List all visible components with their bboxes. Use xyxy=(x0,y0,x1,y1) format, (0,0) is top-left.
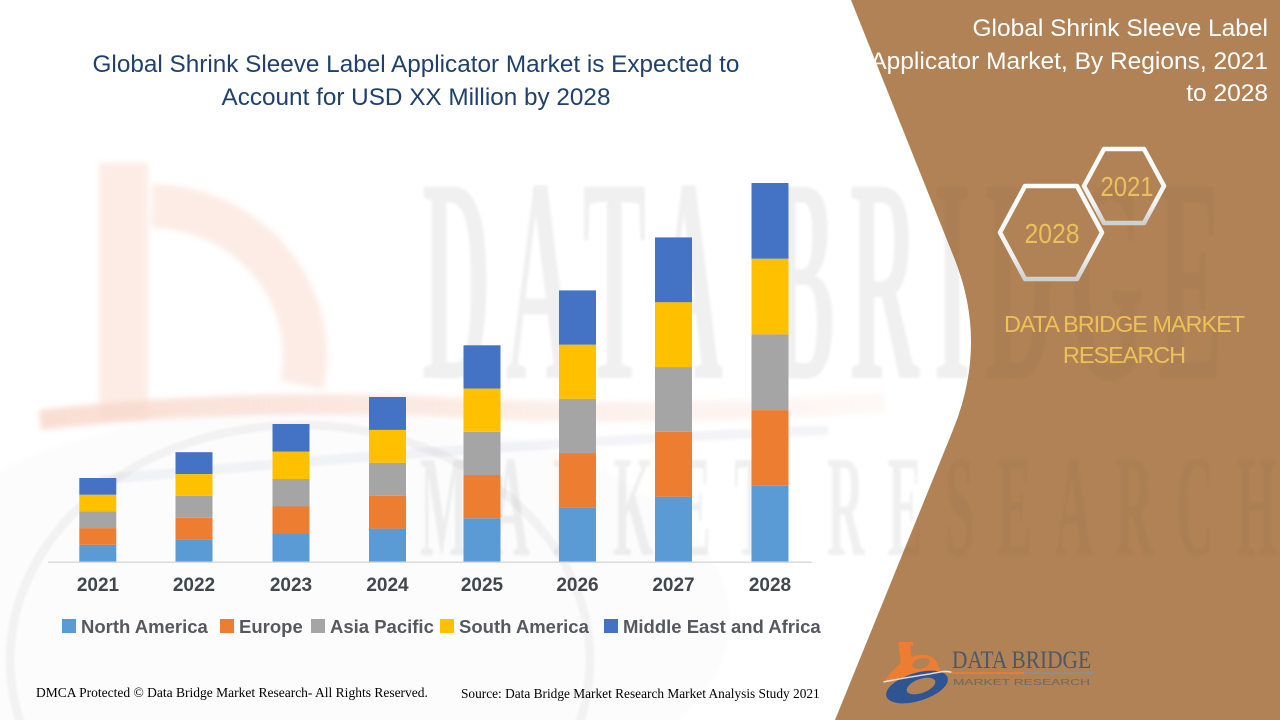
svg-text:DATA BRIDGE: DATA BRIDGE xyxy=(952,647,1091,674)
svg-text:2021: 2021 xyxy=(1101,171,1154,202)
svg-text:MARKET RESEARCH: MARKET RESEARCH xyxy=(953,677,1090,687)
svg-text:2028: 2028 xyxy=(1025,218,1080,249)
